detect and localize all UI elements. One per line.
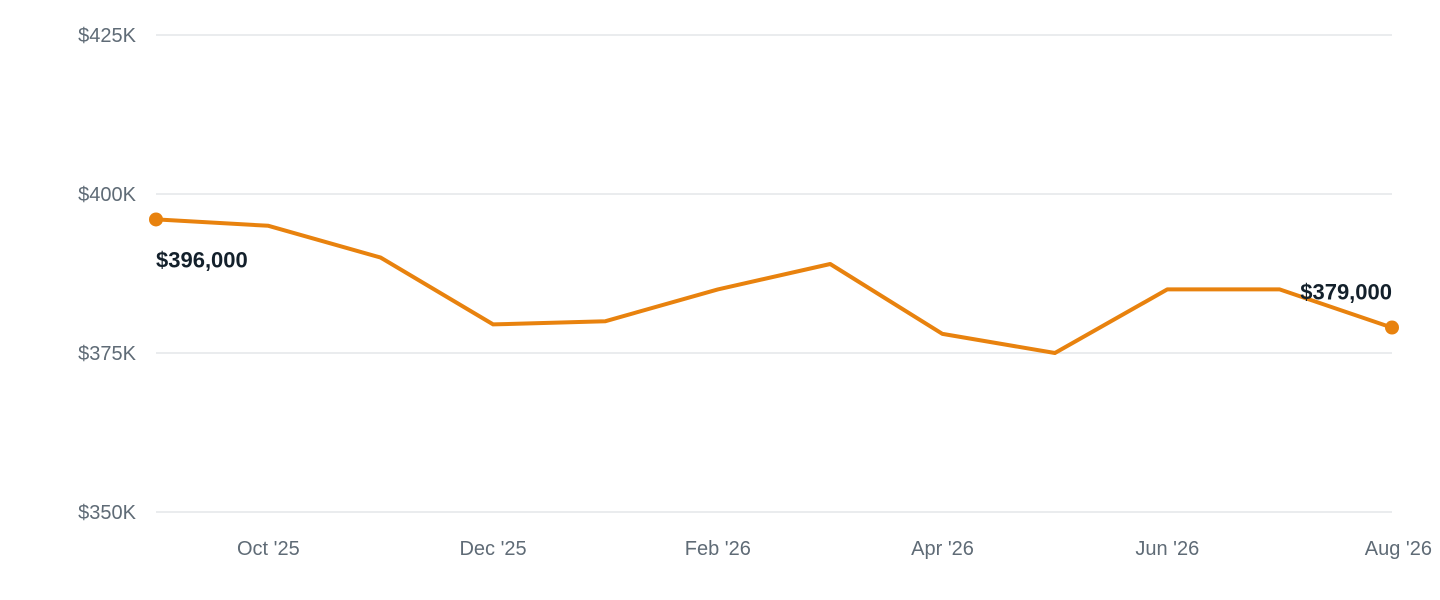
x-tick-label: Feb '26 — [685, 538, 751, 560]
y-axis-ticks: $350K $375K $400K $425K — [78, 25, 136, 524]
endpoint-marker — [1385, 320, 1399, 335]
x-tick-label: Apr '26 — [911, 538, 974, 560]
x-tick-label: Dec '25 — [459, 538, 526, 560]
data-label: $379,000 — [1300, 280, 1392, 305]
y-tick-label: $375K — [78, 343, 136, 365]
y-tick-label: $425K — [78, 25, 136, 47]
series-line — [154, 217, 1394, 355]
y-tick-label: $350K — [78, 502, 136, 524]
endpoint-marker — [149, 212, 163, 227]
data-label: $396,000 — [156, 247, 248, 272]
x-tick-label: Aug '26 — [1365, 538, 1432, 560]
data-labels: $396,000 $379,000 — [149, 212, 1399, 335]
series-layer — [154, 217, 1394, 355]
x-axis-ticks: Oct '25 Dec '25 Feb '26 Apr '26 Jun '26 Aug '… — [237, 538, 1432, 560]
x-tick-label: Oct '25 — [237, 538, 300, 560]
y-tick-label: $400K — [78, 184, 136, 206]
gridlines — [156, 34, 1392, 513]
x-tick-label: Jun '26 — [1135, 538, 1199, 560]
